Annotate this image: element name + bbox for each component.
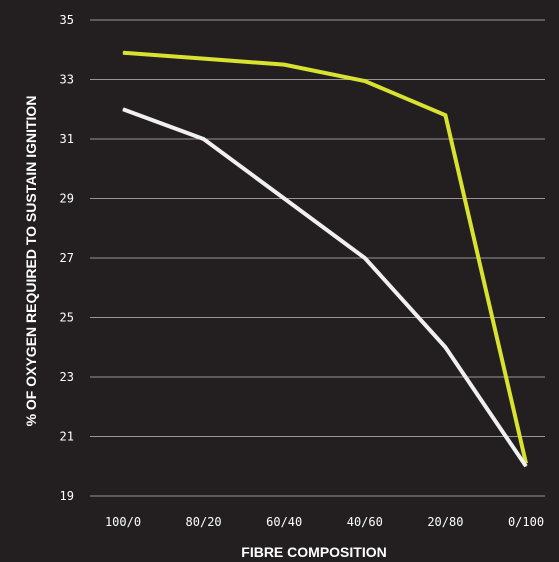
data-point <box>283 64 285 66</box>
x-tick-label: 80/20 <box>186 515 222 529</box>
data-point <box>203 58 205 60</box>
y-tick-label: 25 <box>60 311 74 325</box>
x-tick-label: 60/40 <box>266 515 302 529</box>
data-point <box>444 114 446 116</box>
gridlines <box>90 19 545 497</box>
data-point <box>444 346 446 348</box>
y-tick-label: 19 <box>60 489 74 503</box>
x-tick-label: 40/60 <box>347 515 383 529</box>
x-tick-label: 100/0 <box>105 515 141 529</box>
data-point <box>364 257 366 259</box>
data-point <box>283 198 285 199</box>
series-line-1 <box>122 50 528 464</box>
y-tick-label: 35 <box>60 13 74 27</box>
series-line-2 <box>122 107 528 468</box>
y-tick-label: 21 <box>60 430 74 444</box>
y-tick-label: 27 <box>60 251 74 265</box>
y-tick-label: 33 <box>60 73 74 87</box>
y-axis-ticks: 19 21 23 25 27 29 31 33 35 <box>60 13 74 503</box>
data-point <box>203 138 205 140</box>
x-axis-ticks: 100/0 80/20 60/40 40/60 20/80 0/100 <box>105 515 544 529</box>
y-tick-label: 23 <box>60 370 74 384</box>
data-point <box>525 465 527 467</box>
y-tick-label: 29 <box>60 192 74 206</box>
y-axis-title: % OF OXYGEN REQUIRED TO SUSTAIN IGNITION <box>23 96 39 427</box>
x-tick-label: 20/80 <box>427 515 463 529</box>
y-tick-label: 31 <box>60 132 74 146</box>
series-lines <box>122 50 528 468</box>
x-axis-title: FIBRE COMPOSITION <box>241 544 386 560</box>
data-point <box>364 80 366 82</box>
data-point <box>122 108 124 110</box>
data-point <box>122 52 124 54</box>
x-tick-label: 0/100 <box>508 515 544 529</box>
